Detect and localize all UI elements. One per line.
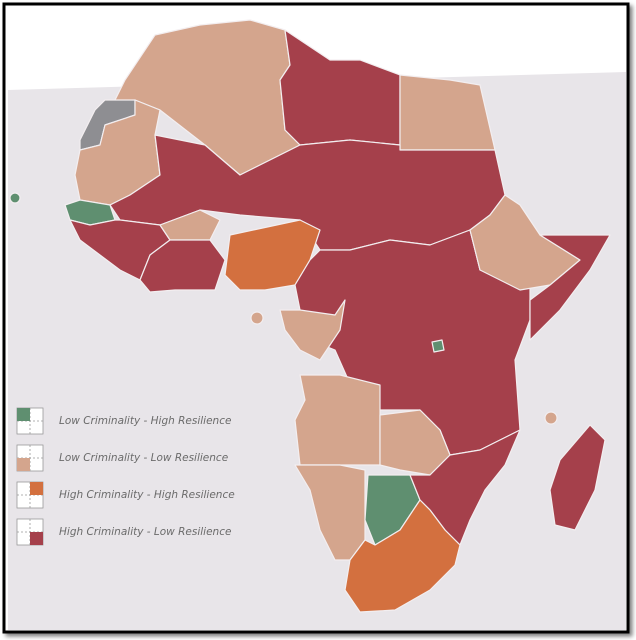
legend-swatch <box>30 482 43 495</box>
region-angola <box>294 374 381 466</box>
legend-swatch <box>17 408 30 421</box>
legend-label: Low Criminality - Low Resilience <box>59 452 228 464</box>
island-mauritius <box>544 411 558 425</box>
legend-label: High Criminality - Low Resilience <box>59 526 231 538</box>
region-gulf-guinea <box>139 239 226 293</box>
region-burkina <box>159 209 221 241</box>
region-rwanda <box>431 339 445 353</box>
legend-label: High Criminality - High Resilience <box>59 489 235 501</box>
legend-label: Low Criminality - High Resilience <box>59 415 231 427</box>
region-egypt <box>399 74 496 151</box>
legend: Low Criminality - High Resilience Low Cri… <box>16 407 235 546</box>
region-somalia <box>529 234 611 341</box>
region-madagascar <box>549 424 606 531</box>
legend-swatch <box>30 532 43 545</box>
region-central <box>294 229 531 456</box>
island-sao-tome <box>250 311 264 325</box>
region-south-africa <box>344 499 461 613</box>
africa-map <box>9 19 611 613</box>
island-cape-verde <box>9 192 21 204</box>
region-gabon-congo <box>279 299 346 361</box>
legend-swatch <box>17 458 30 471</box>
